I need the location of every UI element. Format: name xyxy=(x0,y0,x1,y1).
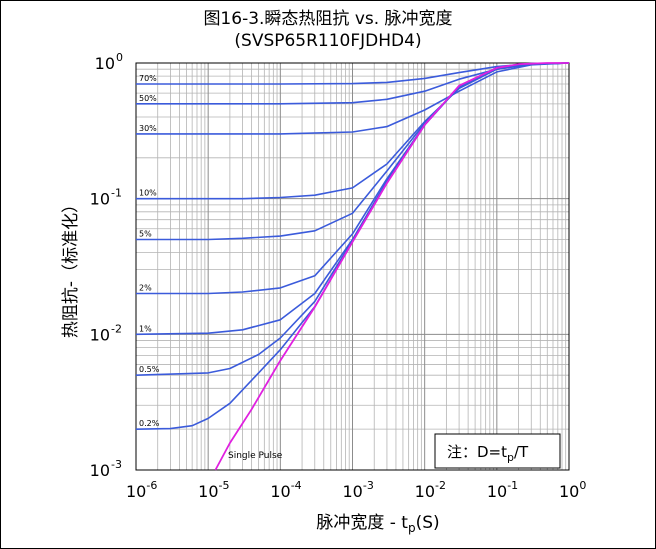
axes xyxy=(135,62,570,471)
note-box: 注：D=tp/T xyxy=(434,433,561,469)
series-label-4: 5% xyxy=(139,230,152,239)
y-tick-label-3: 10 xyxy=(90,461,110,480)
x-tick-label-5: 10-1 xyxy=(487,479,518,501)
y-tick-label-2: 10 xyxy=(90,325,110,344)
series-lines xyxy=(135,62,570,471)
series-label-6: 1% xyxy=(139,324,152,333)
plot-border xyxy=(135,62,570,471)
x-axis-label: 脉冲宽度 - tp(S) xyxy=(316,513,439,535)
x-axis-label-tail: (S) xyxy=(416,513,440,533)
x-tick-label-1: 10-5 xyxy=(198,479,229,501)
series-label-7: 0.5% xyxy=(139,365,160,374)
y-tick-exponent-1: -1 xyxy=(111,187,122,200)
y-tick-exponent-3: -3 xyxy=(111,458,122,471)
chart-subtitle: (SVSP65R110FJDHD4) xyxy=(234,31,422,51)
note-border xyxy=(434,433,561,469)
single-pulse-label: Single Pulse xyxy=(228,451,283,461)
note-text: 注：D=tp/T xyxy=(447,443,529,464)
x-tick-label-6: 100 xyxy=(559,479,586,501)
series-line-2 xyxy=(136,62,570,135)
y-tick-label-0: 10 xyxy=(95,54,115,73)
series-label-8: 0.2% xyxy=(139,419,160,428)
x-tick-label-2: 10-4 xyxy=(270,479,301,501)
series-label-0: 70% xyxy=(139,74,157,83)
series-label-3: 10% xyxy=(139,189,157,198)
x-tick-label-3: 10-3 xyxy=(343,479,374,501)
x-tick-label-0: 10-6 xyxy=(126,479,157,501)
series-label-5: 2% xyxy=(139,283,152,292)
x-axis-label-sub: p xyxy=(408,521,416,535)
note-prefix: 注：D=t xyxy=(447,443,507,461)
chart-title: 图16-3.瞬态热阻抗 vs. 脉冲宽度 xyxy=(203,9,453,29)
series-labels: 70% 50% 30% 10% 5% 2% 1% 0.5% 0.2% Single Pulse xyxy=(139,74,283,461)
single-pulse-line xyxy=(214,62,569,471)
note-suffix: /T xyxy=(514,443,529,461)
y-tick-exponent-2: -2 xyxy=(111,322,122,335)
series-label-2: 30% xyxy=(139,124,157,133)
y-tick-label-1: 10 xyxy=(90,190,110,209)
grid xyxy=(135,62,570,471)
x-axis-label-main: 脉冲宽度 - t xyxy=(316,513,408,533)
x-tick-label-4: 10-2 xyxy=(415,479,446,501)
series-label-1: 50% xyxy=(139,94,157,103)
y-tick-exponent-0: 0 xyxy=(116,51,123,64)
y-axis-label: 热阻抗-（标准化） xyxy=(61,196,81,338)
note-sub: p xyxy=(507,451,514,464)
